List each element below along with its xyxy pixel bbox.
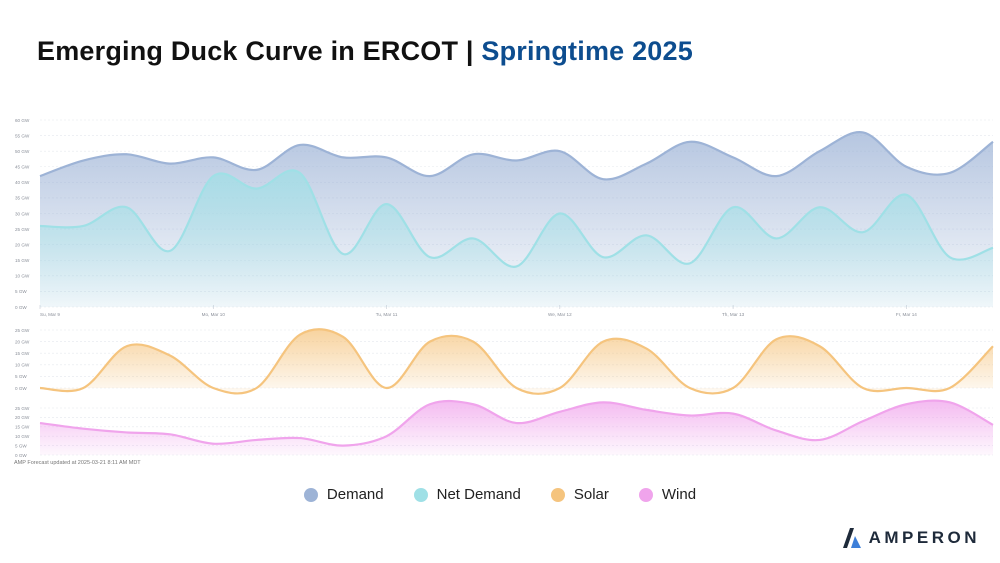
- y-tick-label: 40 GW: [15, 180, 30, 185]
- y-tick-label: 5 GW: [15, 289, 27, 294]
- series-area-solar: [40, 329, 993, 394]
- legend-item-net-demand[interactable]: Net Demand: [413, 486, 521, 503]
- y-tick-label: 0 GW: [15, 386, 27, 391]
- y-tick-label: 25 GW: [15, 406, 30, 411]
- y-tick-label: 50 GW: [15, 149, 30, 154]
- y-tick-label: 45 GW: [15, 165, 30, 170]
- brand-name: AMPERON: [868, 528, 980, 547]
- series-line-demand: [39, 131, 994, 181]
- y-tick-label: 20 GW: [15, 415, 30, 420]
- legend-item-demand[interactable]: Demand: [303, 486, 384, 503]
- y-tick-label: 15 GW: [15, 425, 30, 430]
- y-tick-label: 55 GW: [15, 133, 30, 138]
- title-separator: |: [465, 36, 474, 66]
- legend-label-wind: Wind: [661, 486, 697, 503]
- y-tick-label: 20 GW: [15, 339, 30, 344]
- title-highlight: Springtime 2025: [481, 36, 693, 66]
- y-tick-label: 30 GW: [15, 211, 30, 216]
- y-tick-label: 10 GW: [15, 363, 30, 368]
- legend-item-wind[interactable]: Wind: [638, 486, 697, 503]
- y-tick-label: 60 GW: [15, 118, 30, 123]
- series-area-wind: [40, 400, 993, 455]
- legend-swatch-solar: [550, 487, 565, 502]
- x-tick-label: Su, Mar 9: [40, 312, 60, 317]
- chart-legend: Demand Net Demand Solar Wind: [0, 486, 1000, 503]
- y-tick-label: 15 GW: [15, 351, 30, 356]
- legend-swatch-demand: [303, 487, 318, 502]
- y-tick-label: 0 GW: [15, 305, 27, 310]
- legend-item-solar[interactable]: Solar: [550, 486, 609, 503]
- y-tick-label: 15 GW: [15, 258, 30, 263]
- legend-swatch-net-demand: [413, 487, 428, 502]
- legend-label-net-demand: Net Demand: [436, 486, 521, 503]
- page-title: Emerging Duck Curve in ERCOT | Springtim…: [37, 36, 693, 67]
- x-tick-label: Mo, Mar 10: [202, 312, 226, 317]
- series-line-wind: [39, 399, 994, 447]
- y-tick-label: 5 GW: [15, 443, 27, 448]
- x-tick-label: Th, Mar 13: [722, 312, 745, 317]
- y-tick-label: 0 GW: [15, 453, 27, 458]
- title-main: Emerging Duck Curve in ERCOT: [37, 36, 459, 66]
- y-tick-label: 5 GW: [15, 374, 27, 379]
- amperon-logo-icon: [842, 528, 861, 548]
- brand-logo: AMPERON: [841, 527, 980, 549]
- series-line-solar: [39, 328, 994, 395]
- x-tick-label: We, Mar 12: [548, 312, 572, 317]
- x-tick-label: Fr, Mar 14: [896, 312, 917, 317]
- y-tick-label: 10 GW: [15, 434, 30, 439]
- x-tick-label: Tu, Mar 11: [376, 312, 398, 317]
- legend-swatch-wind: [638, 487, 653, 502]
- forecast-footnote: AMP Forecast updated at 2025-03-21 8:11 …: [14, 460, 141, 466]
- y-tick-label: 25 GW: [15, 328, 30, 333]
- y-tick-label: 10 GW: [15, 274, 30, 279]
- y-tick-label: 35 GW: [15, 196, 30, 201]
- legend-label-demand: Demand: [326, 486, 384, 503]
- series-area-net-demand: [40, 170, 993, 307]
- y-tick-label: 20 GW: [15, 242, 30, 247]
- legend-label-solar: Solar: [573, 486, 609, 503]
- y-tick-label: 25 GW: [15, 227, 30, 232]
- series-line-net-demand: [39, 169, 994, 268]
- charts-area: 0 GW 5 GW 10 GW 15 GW 20 GW 25 GW 30 GW 35 GW 40…: [15, 118, 994, 458]
